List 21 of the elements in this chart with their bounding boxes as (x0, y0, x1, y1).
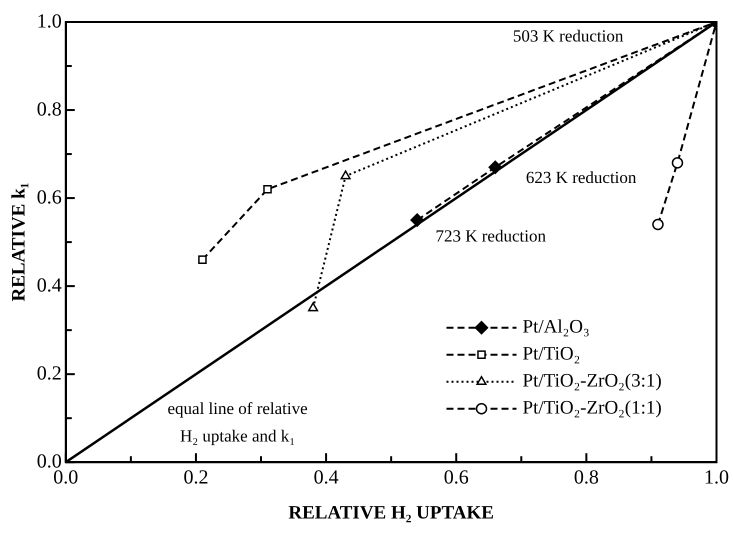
x-tick-label: 0.2 (183, 466, 208, 488)
annotation: H₂ uptake and k₁ (180, 426, 296, 446)
y-tick-label: 1.0 (36, 10, 62, 32)
legend-label: Pt/TiO₂-ZrO₂(3:1) (522, 370, 662, 392)
y-axis-title: RELATIVE k₁ (8, 182, 30, 302)
x-tick-label: 0.4 (314, 466, 339, 488)
y-tick-label: 0.2 (36, 362, 62, 384)
x-tick-label: 0.8 (574, 466, 599, 488)
annotation: equal line of relative (167, 398, 308, 418)
legend-label: Pt/TiO₂ (522, 344, 580, 365)
legend-label: Pt/TiO₂-ZrO₂(1:1) (522, 398, 662, 419)
x-tick-label: 0.6 (444, 466, 469, 488)
annotation: 503 K reduction (512, 26, 624, 46)
annotation: 723 K reduction (435, 226, 546, 246)
x-tick-label: 1.0 (704, 466, 729, 488)
y-tick-label: 0.4 (36, 274, 62, 296)
annotation: 623 K reduction (526, 168, 637, 188)
y-tick-label: 0.8 (36, 98, 62, 120)
y-tick-label: 0.6 (36, 186, 62, 208)
x-axis-title: RELATIVE H₂ UPTAKE (288, 502, 494, 524)
legend-label: Pt/Al₂O₃ (522, 316, 590, 338)
